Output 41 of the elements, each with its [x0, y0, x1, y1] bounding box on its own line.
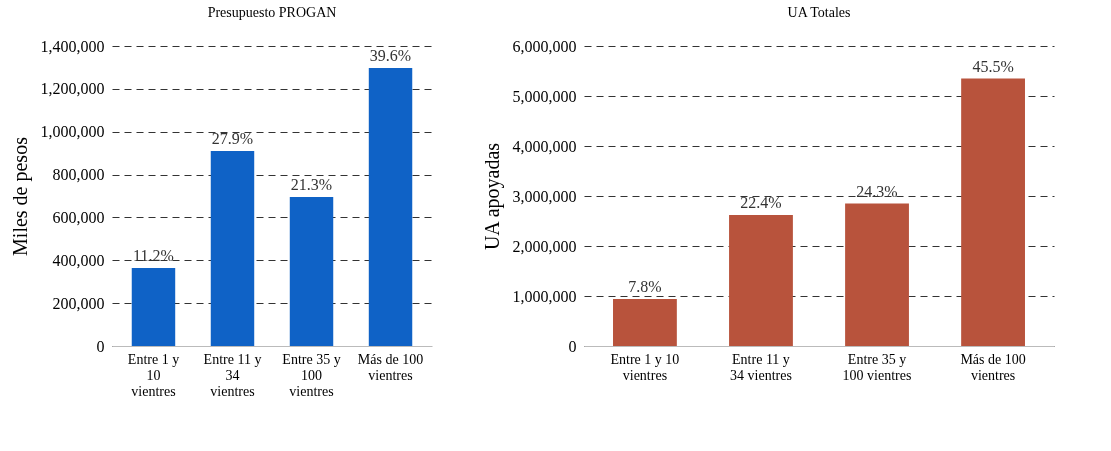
bar	[210, 151, 255, 346]
y-tick-label: 400,000	[52, 251, 105, 269]
y-tick-label: 1,000,000	[512, 287, 577, 305]
bar	[729, 215, 793, 346]
y-tick-label: 1,400,000	[40, 37, 105, 55]
y-tick-label: 1,000,000	[40, 123, 105, 141]
y-axis-title: Miles de pesos	[8, 136, 32, 256]
annotation: 22.4%	[740, 194, 782, 211]
annotation: 21.3%	[290, 176, 333, 194]
bar	[845, 203, 909, 346]
y-tick-label: 4,000,000	[512, 137, 577, 155]
x-tick-label: Entre 11 y 34 vientres	[203, 351, 262, 399]
y-tick-label: 200,000	[52, 294, 105, 312]
x-tick-label: Entre 35 y 100 vientres	[842, 351, 912, 383]
x-tick-label: Entre 1 y 10 vientres	[610, 351, 680, 383]
annotation: 27.9%	[211, 130, 254, 147]
y-tick-label: 800,000	[52, 166, 105, 184]
y-tick-label: 5,000,000	[512, 87, 577, 105]
bar	[613, 299, 677, 346]
bar	[289, 197, 334, 346]
y-tick-label: 0	[568, 337, 577, 355]
y-tick-label: 6,000,000	[512, 37, 577, 55]
x-tick-label: Entre 35 y 100 vientres	[282, 351, 341, 399]
annotation: 45.5%	[972, 57, 1014, 75]
y-tick-label: 2,000,000	[512, 237, 577, 255]
chart-title: UA Totales	[787, 5, 851, 20]
annotation: 39.6%	[369, 47, 412, 65]
bar	[368, 68, 413, 346]
y-tick-label: 3,000,000	[512, 187, 577, 205]
annotation: 7.8%	[628, 278, 662, 295]
x-tick-label: Más de 100 vientres	[960, 351, 1026, 383]
bar	[131, 268, 176, 346]
x-tick-label: Entre 11 y 34 vientres	[730, 351, 792, 383]
y-tick-label: 1,200,000	[40, 80, 105, 98]
chart-title: Presupuesto PROGAN	[207, 5, 337, 20]
y-tick-label: 600,000	[52, 208, 105, 226]
y-axis-title: UA apoyadas	[480, 142, 504, 251]
y-tick-label: 0	[96, 337, 105, 355]
x-tick-label: Más de 100 vientres	[357, 351, 424, 383]
x-tick-label: Entre 1 y 10 vientres	[127, 351, 180, 399]
bar	[961, 78, 1025, 346]
